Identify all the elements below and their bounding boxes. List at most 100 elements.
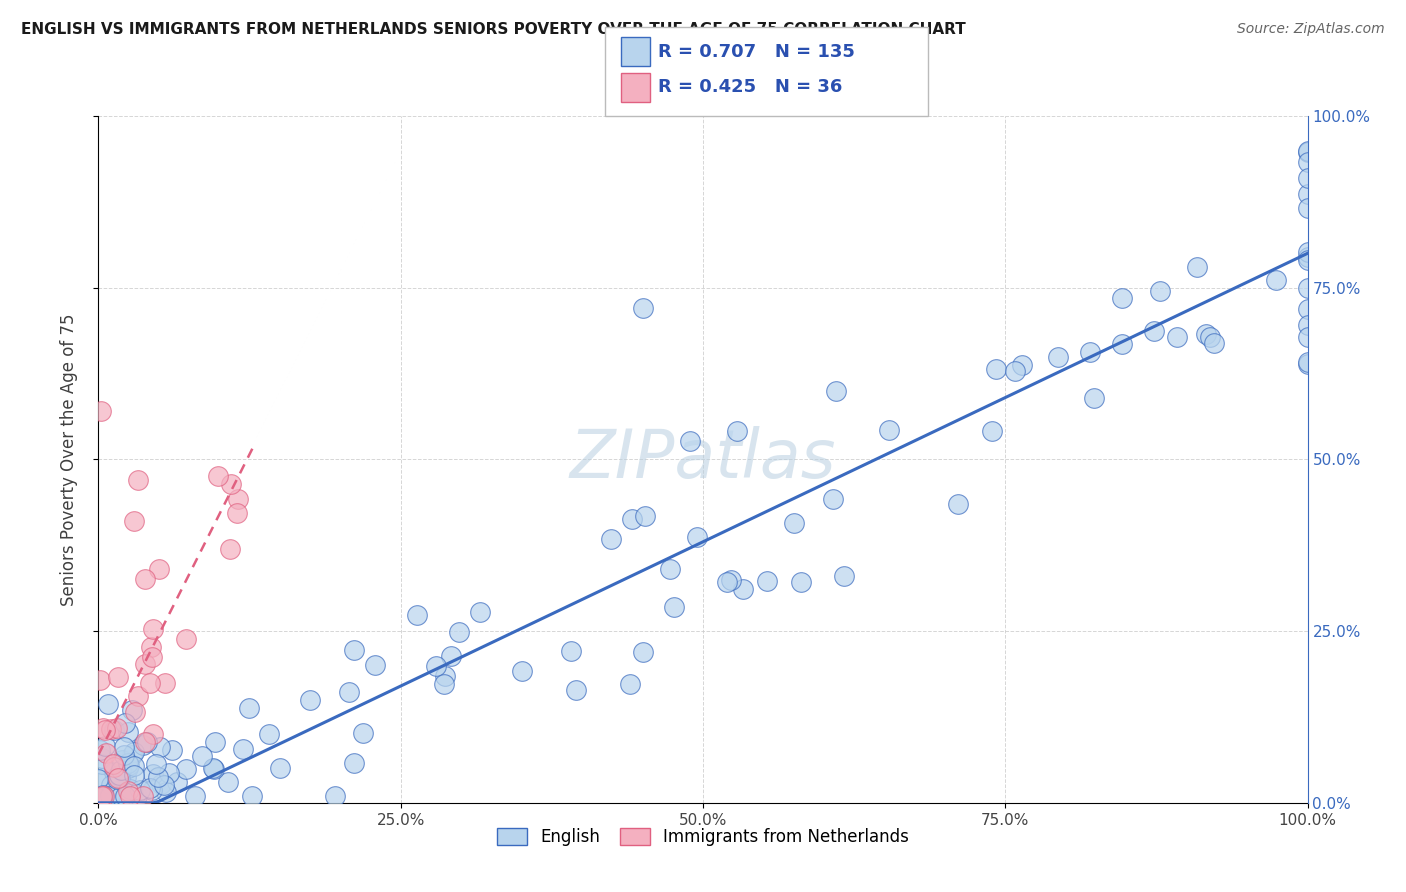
Point xyxy=(1296,357,1319,371)
Point xyxy=(132,789,155,803)
Point xyxy=(1264,273,1286,287)
Point xyxy=(631,301,654,316)
Point xyxy=(790,575,813,590)
Point xyxy=(157,766,180,780)
Point xyxy=(138,676,160,690)
Point xyxy=(142,727,165,741)
Point xyxy=(1149,285,1171,299)
Point xyxy=(946,497,969,511)
Point xyxy=(1166,330,1188,344)
Point xyxy=(89,673,111,687)
Point xyxy=(112,740,135,755)
Point xyxy=(97,697,120,711)
Point xyxy=(148,770,170,784)
Point xyxy=(128,782,150,797)
Point xyxy=(89,743,111,757)
Point xyxy=(142,766,165,780)
Point xyxy=(117,783,139,797)
Point xyxy=(105,772,128,786)
Text: ZIPatlas: ZIPatlas xyxy=(569,426,837,492)
Point xyxy=(124,705,146,719)
Point xyxy=(127,690,149,704)
Point xyxy=(160,742,183,756)
Text: R = 0.707   N = 135: R = 0.707 N = 135 xyxy=(658,43,855,61)
Text: R = 0.425   N = 36: R = 0.425 N = 36 xyxy=(658,78,842,96)
Point xyxy=(134,572,156,586)
Point xyxy=(121,747,143,762)
Point xyxy=(91,789,114,803)
Point xyxy=(352,726,374,740)
Point xyxy=(1296,301,1319,316)
Point xyxy=(877,423,900,437)
Point xyxy=(217,774,239,789)
Point xyxy=(447,624,470,639)
Point xyxy=(110,763,132,777)
Point xyxy=(149,777,172,791)
Point xyxy=(115,770,138,784)
Point xyxy=(107,670,129,684)
Point xyxy=(599,532,621,546)
Y-axis label: Seniors Poverty Over the Age of 75: Seniors Poverty Over the Age of 75 xyxy=(59,313,77,606)
Point xyxy=(127,473,149,487)
Point xyxy=(725,424,748,438)
Point xyxy=(238,701,260,715)
Point xyxy=(679,434,702,449)
Point xyxy=(986,361,1008,376)
Point xyxy=(91,788,114,802)
Point xyxy=(1296,201,1319,215)
Point xyxy=(1296,244,1319,259)
Point xyxy=(96,747,118,761)
Point xyxy=(118,789,141,803)
Point xyxy=(87,772,110,786)
Point xyxy=(110,770,132,784)
Point xyxy=(152,778,174,792)
Text: Source: ZipAtlas.com: Source: ZipAtlas.com xyxy=(1237,22,1385,37)
Point xyxy=(114,789,136,803)
Point xyxy=(122,759,145,773)
Point xyxy=(134,657,156,672)
Point xyxy=(1296,186,1319,201)
Point xyxy=(117,756,139,771)
Point xyxy=(240,789,263,803)
Point xyxy=(103,760,125,774)
Point xyxy=(142,622,165,636)
Point xyxy=(91,721,114,735)
Point xyxy=(1296,144,1319,158)
Point xyxy=(363,658,385,673)
Point xyxy=(132,739,155,753)
Point xyxy=(110,789,132,803)
Point xyxy=(1004,363,1026,377)
Point xyxy=(93,789,115,803)
Point xyxy=(226,506,249,520)
Point xyxy=(1083,391,1105,405)
Point xyxy=(90,404,112,418)
Point xyxy=(112,747,135,762)
Point xyxy=(166,775,188,789)
Point xyxy=(1296,154,1319,169)
Point xyxy=(425,659,447,673)
Point xyxy=(125,788,148,802)
Point xyxy=(337,685,360,699)
Point xyxy=(118,757,141,772)
Point xyxy=(184,789,207,803)
Point xyxy=(149,739,172,754)
Point xyxy=(107,771,129,785)
Point xyxy=(634,509,657,524)
Point xyxy=(621,512,644,526)
Point xyxy=(631,645,654,659)
Point xyxy=(686,530,709,544)
Point xyxy=(91,771,114,785)
Point xyxy=(174,632,197,647)
Point xyxy=(756,574,779,589)
Point xyxy=(201,761,224,775)
Point xyxy=(619,677,641,691)
Point xyxy=(731,582,754,596)
Point xyxy=(1199,330,1222,344)
Point xyxy=(782,516,804,530)
Point xyxy=(832,568,855,582)
Point xyxy=(232,742,254,756)
Point xyxy=(823,491,845,506)
Point xyxy=(125,789,148,803)
Point xyxy=(564,683,586,698)
Point xyxy=(204,734,226,748)
